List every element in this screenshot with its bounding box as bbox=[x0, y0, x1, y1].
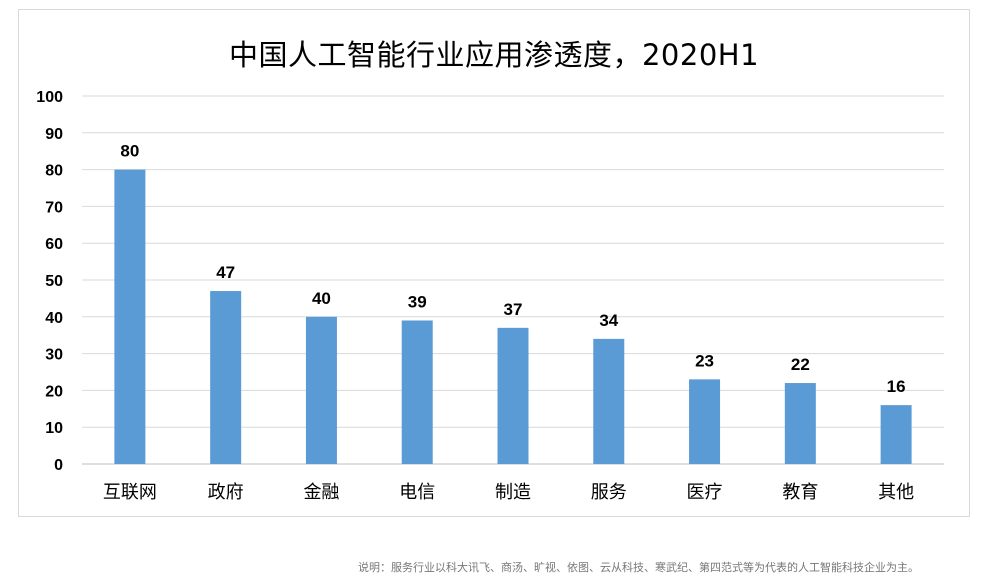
x-tick-label: 金融 bbox=[303, 482, 339, 503]
footnote: 说明：服务行业以科大讯飞、商汤、旷视、依图、云从科技、寒武纪、第四范式等为代表的… bbox=[358, 561, 919, 574]
y-tick-label: 30 bbox=[45, 347, 63, 364]
x-tick-label: 电信 bbox=[399, 482, 435, 503]
data-label: 34 bbox=[599, 311, 618, 330]
y-tick-label: 80 bbox=[45, 163, 63, 180]
data-label: 47 bbox=[216, 263, 235, 282]
y-tick-label: 20 bbox=[45, 383, 63, 400]
y-tick-label: 90 bbox=[45, 126, 63, 143]
bar bbox=[114, 169, 146, 464]
bar bbox=[880, 405, 912, 464]
y-tick-label: 70 bbox=[45, 199, 63, 216]
x-tick-label: 互联网 bbox=[103, 482, 157, 503]
data-label: 40 bbox=[312, 289, 331, 308]
bar bbox=[210, 291, 242, 464]
y-tick-label: 50 bbox=[45, 273, 63, 290]
data-label: 23 bbox=[695, 351, 714, 370]
bar bbox=[305, 316, 337, 464]
x-tick-label: 医疗 bbox=[687, 482, 723, 503]
data-label: 80 bbox=[120, 142, 139, 161]
bar bbox=[401, 320, 433, 464]
y-tick-label: 100 bbox=[36, 89, 63, 106]
x-tick-label: 制造 bbox=[495, 482, 531, 503]
chart-title: 中国人工智能行业应用渗透度，2020H1 bbox=[228, 38, 760, 72]
x-tick-label: 教育 bbox=[782, 482, 818, 503]
bar bbox=[497, 327, 529, 464]
data-label: 39 bbox=[408, 292, 427, 311]
y-tick-label: 0 bbox=[54, 457, 63, 474]
x-tick-label: 其他 bbox=[878, 482, 914, 503]
bar bbox=[689, 379, 721, 464]
bar bbox=[784, 383, 816, 464]
y-tick-label: 40 bbox=[45, 310, 63, 327]
x-tick-label: 政府 bbox=[208, 482, 244, 503]
chart-frame: 中国人工智能行业应用渗透度，2020H1 bbox=[18, 9, 970, 517]
data-label: 16 bbox=[887, 377, 906, 396]
y-tick-label: 60 bbox=[45, 236, 63, 253]
x-tick-label: 服务 bbox=[591, 482, 627, 503]
data-label: 22 bbox=[791, 355, 810, 374]
bar bbox=[593, 338, 625, 464]
y-tick-label: 10 bbox=[45, 420, 63, 437]
data-label: 37 bbox=[504, 300, 523, 319]
